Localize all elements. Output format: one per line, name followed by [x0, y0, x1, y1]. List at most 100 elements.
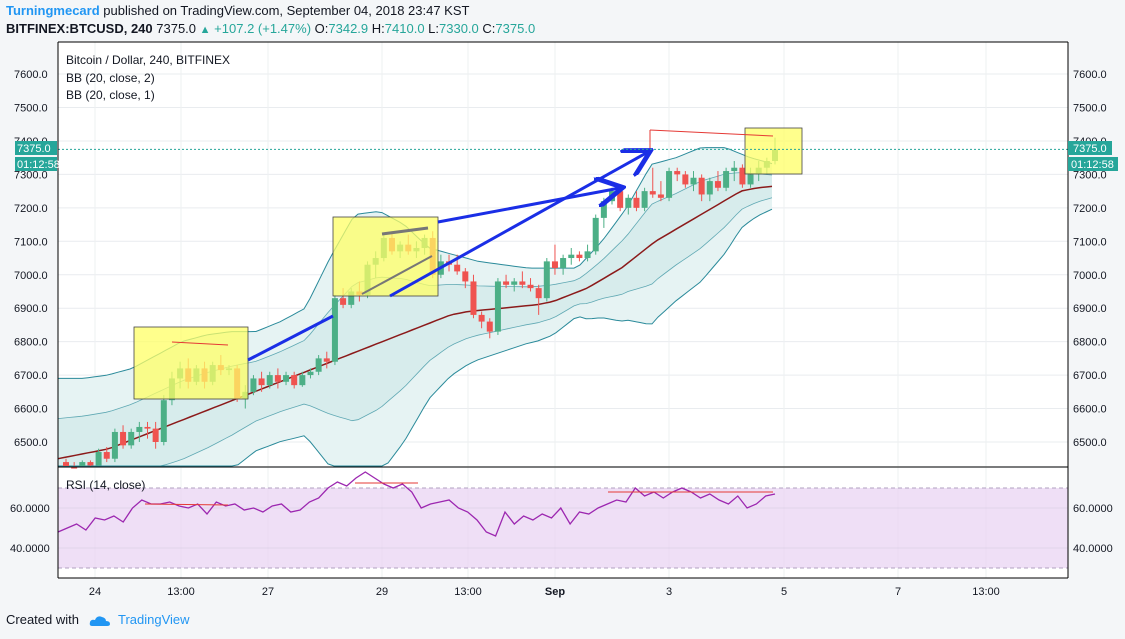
y-tick-left: 7000.0 [14, 270, 48, 282]
rsi-line [57, 471, 776, 537]
last-price: 7375.0 [156, 21, 197, 36]
candle-body [291, 375, 298, 386]
y-tick-right: 7100.0 [1073, 236, 1107, 248]
candle-body [152, 428, 159, 442]
y-tick-left: 7300.0 [14, 169, 48, 181]
y-tick-left: 6700.0 [14, 370, 48, 382]
candle-body [551, 261, 558, 269]
x-tick-label: 13:00 [454, 586, 482, 598]
close-value: 7375.0 [495, 21, 536, 36]
candle-body [576, 254, 583, 259]
x-tick-label: 13:00 [167, 586, 195, 598]
candle-body [160, 400, 167, 442]
candle-body [584, 251, 591, 259]
x-tick-label: 29 [376, 586, 388, 598]
countdown-badge-right [1068, 157, 1118, 171]
y-tick-left: 6500.0 [14, 437, 48, 449]
candle-body [307, 371, 314, 376]
candle-body [258, 378, 265, 386]
bb2-lower-line [58, 208, 773, 467]
candle-body [625, 197, 632, 208]
y-tick-right: 7500.0 [1073, 103, 1107, 115]
y-tick-right: 6900.0 [1073, 303, 1107, 315]
price-change: +107.2 (+1.47%) [214, 21, 312, 36]
candle-body [79, 462, 86, 466]
countdown-badge-left [15, 157, 57, 171]
candle-body [723, 171, 730, 188]
candle-body [348, 291, 355, 305]
countdown-right-text: 01:12:58 [1071, 159, 1114, 171]
x-tick-label: 27 [262, 586, 274, 598]
candle-body [600, 201, 607, 218]
rsi-tick-right: 40.0000 [1073, 543, 1113, 555]
price-badge-right [1068, 141, 1112, 155]
price-badge-right-text: 7375.0 [1073, 143, 1107, 155]
candle-body [266, 375, 273, 386]
x-tick-label: 24 [89, 586, 101, 598]
rsi-divergence-1 [144, 503, 229, 506]
close-label: C: [482, 21, 496, 36]
candle-body [633, 197, 640, 208]
trend-line-gray-2 [361, 255, 433, 295]
candle-body [698, 177, 705, 195]
candle-body [103, 452, 110, 459]
candle-body [71, 467, 78, 469]
candle-body [657, 194, 664, 198]
candle-body [706, 181, 713, 195]
y-tick-right: 6800.0 [1073, 337, 1107, 349]
candle-body [609, 191, 616, 202]
price-badge-left [15, 141, 57, 155]
candle-body [747, 174, 754, 185]
candle-body [592, 217, 599, 252]
candle-body [120, 431, 127, 446]
x-tick-label: 5 [781, 586, 787, 598]
author-link[interactable]: Turningmecard [6, 3, 100, 18]
candle-body [283, 375, 290, 382]
bb1-lower-line [58, 197, 773, 467]
candle-body [560, 258, 567, 269]
highlight-box [133, 326, 249, 400]
candle-body [568, 254, 575, 259]
candle-body [649, 191, 656, 195]
tradingview-link[interactable]: TradingView [118, 612, 190, 627]
candle-body [739, 167, 746, 185]
legend-title: Bitcoin / Dollar, 240, BITFINEX [66, 53, 230, 67]
candle-body [250, 378, 257, 392]
annotations [58, 127, 1068, 400]
y-tick-left: 7100.0 [14, 236, 48, 248]
candle-body [111, 431, 118, 459]
candle-body [462, 271, 469, 282]
candle-body [543, 261, 550, 299]
y-tick-left: 7200.0 [14, 203, 48, 215]
candle-body [503, 281, 510, 285]
legend-rsi: RSI (14, close) [66, 478, 145, 492]
y-tick-left: 7600.0 [14, 69, 48, 81]
resistance-line [171, 341, 229, 346]
candle-body [144, 426, 151, 429]
candle-body [63, 462, 69, 466]
candle-body [535, 288, 542, 299]
candle-body [323, 358, 330, 362]
tradingview-cloud-icon [89, 615, 110, 626]
up-triangle-icon: ▲ [199, 24, 211, 36]
candle-body [128, 431, 135, 446]
trend-arrow-2 [437, 188, 620, 224]
rsi-band-fill [58, 488, 1068, 568]
y-tick-right: 6700.0 [1073, 370, 1107, 382]
x-tick-label: 13:00 [972, 586, 1000, 598]
low-value: 7330.0 [439, 21, 479, 36]
y-tick-right: 6600.0 [1073, 404, 1107, 416]
published-text: published on TradingView.com, September … [103, 3, 470, 18]
candle-body [527, 284, 534, 289]
x-tick-label: 7 [895, 586, 901, 598]
symbol-line: BITFINEX:BTCUSD, 240 7375.0 ▲ +107.2 (+1… [6, 21, 535, 36]
candle-body [87, 462, 94, 466]
high-value: 7410.0 [384, 21, 425, 36]
price-badge-left-text: 7375.0 [17, 143, 51, 155]
candle-body [674, 171, 681, 175]
candle-body [714, 181, 721, 188]
legend-bb2: BB (20, close, 1) [66, 88, 155, 102]
trend-arrow-3 [389, 152, 648, 298]
low-label: L: [428, 21, 440, 36]
